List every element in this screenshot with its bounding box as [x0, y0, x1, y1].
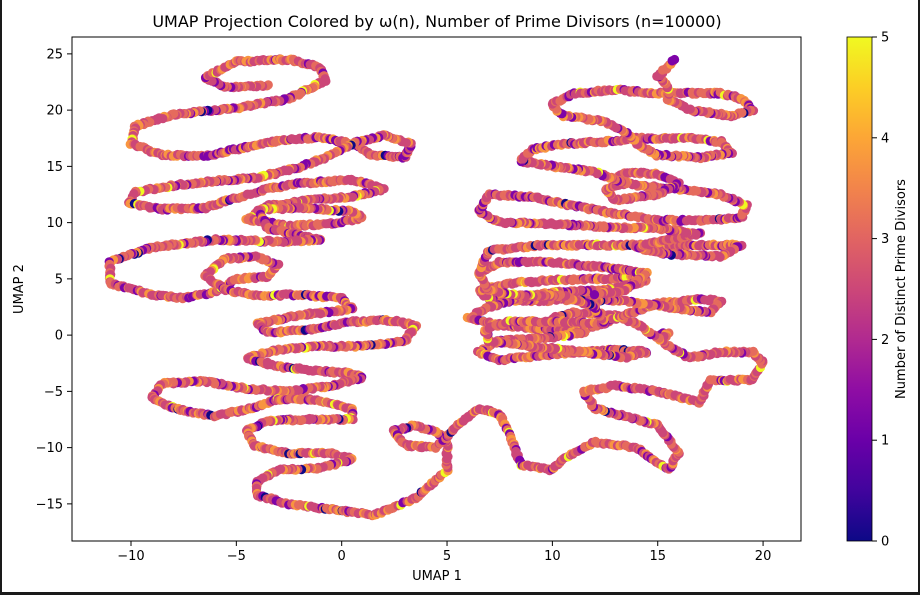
x-axis: −10 −5 0 5 10 15 20	[117, 541, 771, 564]
colorbar-label: Number of Distinct Prime Divisors	[894, 179, 909, 399]
chart-title: UMAP Projection Colored by ω(n), Number …	[152, 12, 721, 31]
colorbar	[846, 36, 873, 542]
x-tick-label: 10	[544, 549, 561, 564]
plot-frame	[71, 36, 802, 542]
x-tick-label: −5	[227, 549, 246, 564]
x-tick-label: −10	[117, 549, 144, 564]
y-tick-label: 25	[46, 47, 63, 62]
y-tick-label: 15	[46, 160, 63, 175]
y-axis: −15 −10 −5 0 5 10 15 20 25	[36, 47, 72, 512]
y-tick-label: 5	[55, 272, 63, 287]
scatter-point	[670, 54, 680, 65]
x-tick-label: 5	[443, 549, 451, 564]
colorbar-ticks: 0 1 2 3 4 5	[872, 31, 889, 550]
x-tick-label: 0	[338, 549, 346, 564]
y-tick-label: 20	[46, 104, 63, 119]
colorbar-tick-label: 1	[881, 434, 889, 449]
colorbar-tick-label: 4	[881, 131, 889, 146]
x-tick-label: 20	[755, 549, 772, 564]
y-tick-label: −10	[36, 441, 63, 456]
scatter-point	[589, 290, 600, 300]
y-tick-label: −15	[36, 497, 63, 512]
colorbar-tick-label: 5	[881, 31, 889, 46]
colorbar-tick-label: 0	[881, 535, 889, 550]
y-tick-label: −5	[44, 385, 63, 400]
y-axis-label: UMAP 2	[12, 264, 27, 314]
points-layer	[104, 54, 768, 521]
colorbar-tick-label: 2	[881, 333, 889, 348]
y-tick-label: 10	[46, 216, 63, 231]
x-tick-label: 15	[649, 549, 666, 564]
y-tick-label: 0	[55, 329, 63, 344]
x-axis-label: UMAP 1	[412, 569, 462, 584]
colorbar-tick-label: 3	[881, 232, 889, 247]
